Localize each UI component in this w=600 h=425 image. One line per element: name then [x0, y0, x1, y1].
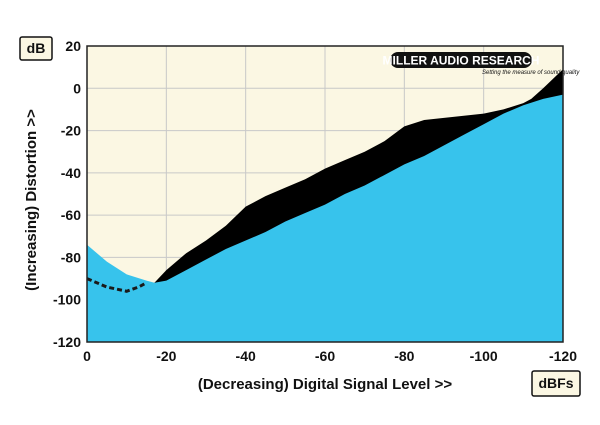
- brand-logo: MILLER AUDIO RESEARCH Setting the measur…: [383, 52, 580, 76]
- x-tick-label: 0: [83, 348, 91, 364]
- y-tick-label: -100: [53, 292, 81, 308]
- y-tick-label: -40: [61, 165, 81, 181]
- y-tick-label: 20: [65, 38, 81, 54]
- x-tick-label: -100: [470, 348, 498, 364]
- y-tick-label: -80: [61, 249, 81, 265]
- y-tick-label: -20: [61, 123, 81, 139]
- y-tick-label: -120: [53, 334, 81, 350]
- x-axis-title: (Decreasing) Digital Signal Level >>: [198, 376, 452, 393]
- x-tick-label: -60: [315, 348, 335, 364]
- x-unit-box: dBFs: [531, 370, 581, 397]
- y-axis-title: (Increasing) Distortion >>: [23, 109, 40, 291]
- y-tick-label: -60: [61, 207, 81, 223]
- y-tick-labels: 20 0 -20 -40 -60 -80 -100 -120: [53, 38, 81, 350]
- distortion-dashed-line: [86, 277, 148, 293]
- y-tick-label: 0: [73, 80, 81, 96]
- x-tick-label: -120: [549, 348, 577, 364]
- x-tick-labels: 0 -20 -40 -60 -80 -100 -120: [83, 348, 577, 364]
- plot-frame: [86, 45, 564, 343]
- y-unit-box: dB: [19, 36, 53, 61]
- x-tick-label: -20: [156, 348, 176, 364]
- x-tick-label: -40: [236, 348, 256, 364]
- brand-name: MILLER AUDIO RESEARCH: [383, 54, 540, 68]
- x-tick-label: -80: [394, 348, 414, 364]
- y-unit-label: dB: [27, 40, 46, 56]
- brand-tagline: Setting the measure of sound quality: [482, 70, 580, 76]
- x-unit-label: dBFs: [539, 375, 574, 391]
- noise-floor-area: [87, 94, 563, 342]
